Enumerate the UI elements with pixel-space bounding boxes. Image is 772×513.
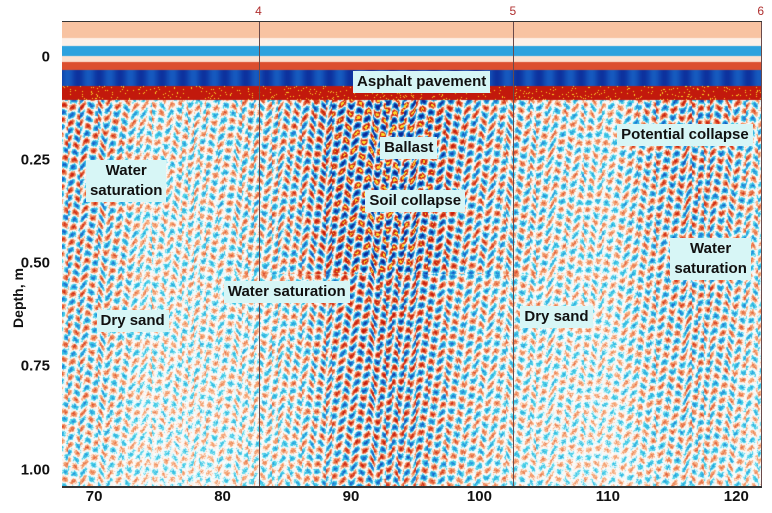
distance-marker-label: 4 (255, 4, 262, 18)
annotation-label: Water saturation (85, 159, 167, 202)
y-tick-label: 0.50 (20, 254, 50, 272)
annotation-label: Ballast (380, 136, 438, 159)
distance-marker-line (512, 22, 514, 486)
radargram-plot (62, 22, 762, 486)
annotation-label: Asphalt pavement (353, 70, 491, 93)
x-tick-label: 70 (85, 488, 103, 505)
annotation-label: Water saturation (670, 238, 751, 281)
x-tick-label: 110 (595, 488, 620, 505)
annotation-label: Water saturation (223, 281, 350, 304)
annotation-label: Soil collapse (365, 190, 466, 213)
y-tick-label: 0 (41, 48, 50, 66)
distance-marker-line (258, 22, 260, 486)
radargram-image (62, 22, 762, 486)
distance-marker-label: 6 (757, 4, 765, 18)
y-tick-label: 0.25 (20, 151, 50, 169)
annotation-label: Dry sand (96, 310, 169, 333)
annotation-label: Potential collapse (617, 124, 753, 147)
annotation-label: Dry sand (520, 305, 593, 328)
plot-top-border (62, 21, 762, 22)
y-tick-label: 0.75 (20, 357, 50, 375)
x-tick-label: 100 (466, 488, 492, 505)
distance-marker-line (760, 22, 762, 486)
x-tick-label: 80 (214, 488, 231, 505)
x-axis-line (62, 486, 762, 488)
distance-marker-label: 5 (509, 4, 517, 18)
x-tick-label: 90 (342, 488, 360, 505)
x-tick-label: 120 (723, 488, 749, 505)
y-tick-label: 1.00 (20, 461, 50, 478)
